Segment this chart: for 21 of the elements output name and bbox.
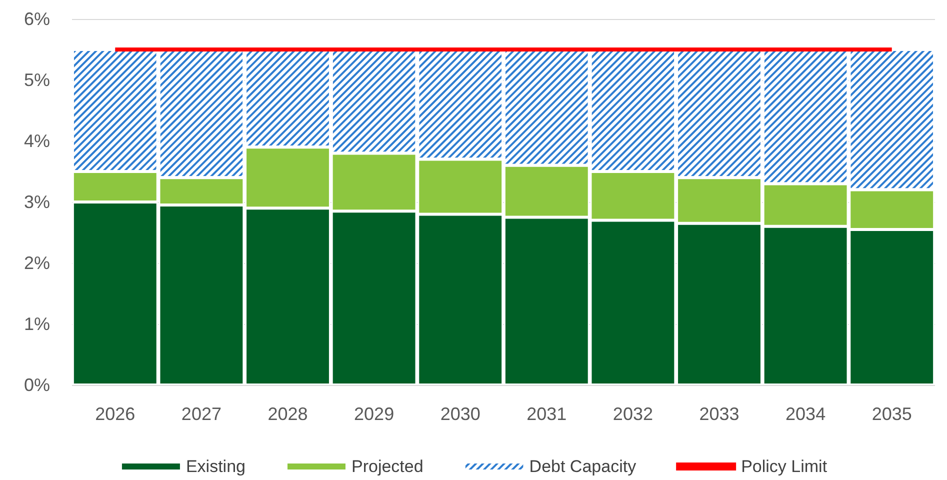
x-tick-label: 2033 xyxy=(699,404,740,424)
x-tick-label: 2029 xyxy=(354,404,394,424)
x-tick-label: 2032 xyxy=(612,404,653,424)
y-tick-label: 6% xyxy=(24,9,50,29)
x-tick-label: 2031 xyxy=(526,404,567,424)
x-tick-label: 2034 xyxy=(786,404,826,424)
x-tick-label: 2027 xyxy=(181,404,222,424)
legend-label: Debt Capacity xyxy=(529,457,637,476)
y-tick-label: 1% xyxy=(24,314,50,334)
x-tick-label: 2035 xyxy=(872,404,912,424)
legend-label: Policy Limit xyxy=(741,457,828,476)
y-tick-label: 3% xyxy=(24,192,50,212)
x-tick-label: 2030 xyxy=(440,404,480,424)
x-tick-label: 2028 xyxy=(268,404,308,424)
legend-label: Projected xyxy=(351,457,424,476)
x-tick-label: 2026 xyxy=(95,404,136,424)
y-tick-label: 5% xyxy=(24,70,50,90)
y-tick-label: 2% xyxy=(24,253,50,273)
legend-label: Existing xyxy=(186,457,246,476)
y-tick-label: 4% xyxy=(24,131,50,151)
y-tick-label: 0% xyxy=(24,375,50,395)
